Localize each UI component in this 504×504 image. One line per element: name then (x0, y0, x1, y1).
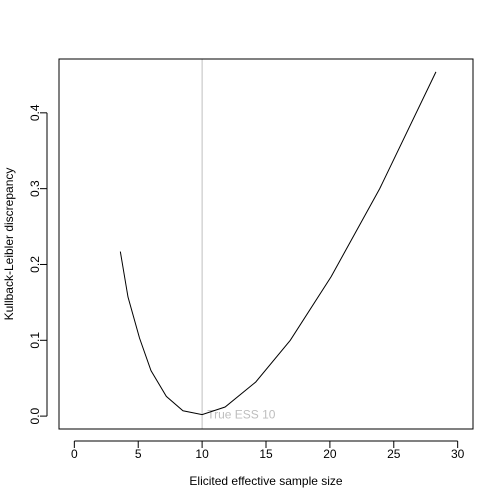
y-tick-label: 0.2 (28, 256, 42, 273)
x-tick-label: 0 (71, 447, 78, 461)
x-tick-label: 15 (259, 447, 273, 461)
y-tick-label: 0.0 (28, 407, 42, 424)
x-axis-label: Elicited effective sample size (189, 474, 343, 488)
y-tick-label: 0.3 (28, 180, 42, 197)
plot-frame (58, 58, 474, 430)
y-axis: 0.0 0.1 0.2 0.3 0.4 (28, 104, 48, 424)
y-tick-label: 0.1 (28, 332, 42, 349)
reference-vline-label: True ESS 10 (207, 408, 276, 422)
x-tick-label: 25 (387, 447, 401, 461)
x-tick-label: 30 (451, 447, 465, 461)
x-tick-label: 5 (135, 447, 142, 461)
y-tick-label: 0.4 (28, 104, 42, 121)
annotation-layer: True ESS 10 (201, 59, 276, 429)
series-line (119, 71, 437, 416)
y-axis-label: Kullback-Leibler discrepancy (2, 168, 16, 321)
series-layer (119, 71, 437, 416)
x-tick-label: 10 (195, 447, 209, 461)
x-axis: 0 5 10 15 20 25 30 (71, 440, 465, 461)
x-tick-label: 20 (323, 447, 337, 461)
